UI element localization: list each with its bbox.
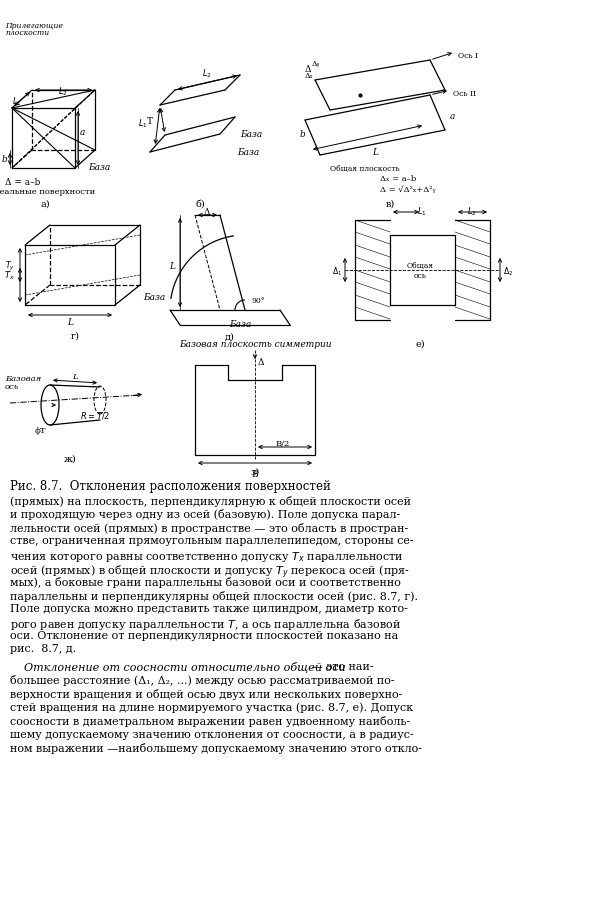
Text: большее расстояние (Δ₁, Δ₂, ...) между осью рассматриваемой по-: большее расстояние (Δ₁, Δ₂, ...) между о… bbox=[10, 675, 395, 686]
Text: $L_1$: $L_1$ bbox=[417, 205, 427, 217]
Text: Δ: Δ bbox=[305, 65, 312, 74]
Text: ном выражении —наибольшему допускаемому значению этого откло-: ном выражении —наибольшему допускаемому … bbox=[10, 743, 422, 754]
Text: Общая: Общая bbox=[407, 262, 434, 270]
Text: ось: ось bbox=[414, 272, 427, 280]
Text: B/2: B/2 bbox=[276, 440, 290, 448]
Text: База: База bbox=[240, 130, 262, 139]
Text: $Δ_1$: $Δ_1$ bbox=[332, 265, 342, 278]
Text: Общая плоскость: Общая плоскость bbox=[330, 165, 400, 173]
Text: b: b bbox=[1, 155, 7, 164]
Text: База: База bbox=[229, 320, 251, 329]
Text: параллельны и перпендикулярны общей плоскости осей (рис. 8.7, г).: параллельны и перпендикулярны общей плос… bbox=[10, 591, 418, 602]
Text: а): а) bbox=[40, 200, 50, 209]
Text: а: а bbox=[450, 112, 455, 121]
Text: Δ: Δ bbox=[204, 208, 210, 217]
Text: (прямых) на плоскость, перпендикулярную к общей плоскости осей: (прямых) на плоскость, перпендикулярную … bbox=[10, 496, 411, 507]
Text: База: База bbox=[237, 148, 259, 157]
Text: Поле допуска можно представить также цилиндром, диаметр кото-: Поле допуска можно представить также цил… bbox=[10, 604, 408, 614]
Text: Базовая плоскость симметрии: Базовая плоскость симметрии bbox=[179, 340, 331, 349]
Text: B: B bbox=[252, 470, 258, 479]
Text: $L_2$: $L_2$ bbox=[202, 67, 212, 80]
Text: $L_1$: $L_1$ bbox=[12, 95, 22, 107]
Text: Прилегающие: Прилегающие bbox=[5, 22, 63, 30]
Text: осей (прямых) в общей плоскости и допуску $T_y$ перекоса осей (пря-: осей (прямых) в общей плоскости и допуск… bbox=[10, 563, 410, 581]
Text: рого равен допуску параллельности $T$, а ось параллельна базовой: рого равен допуску параллельности $T$, а… bbox=[10, 617, 401, 633]
Text: в): в) bbox=[385, 200, 395, 209]
Text: ось: ось bbox=[5, 383, 19, 391]
Text: $T_x$: $T_x$ bbox=[4, 270, 15, 282]
Text: Δ = √Δ²ₓ+Δ²ᵧ: Δ = √Δ²ₓ+Δ²ᵧ bbox=[380, 186, 435, 194]
Text: Δ: Δ bbox=[258, 358, 264, 367]
Text: Рис. 8.7.  Отклонения расположения поверхностей: Рис. 8.7. Отклонения расположения поверх… bbox=[10, 480, 331, 493]
Text: L: L bbox=[169, 262, 175, 271]
Text: Ось I: Ось I bbox=[458, 52, 478, 60]
Text: Отклонение от соосности относительно общей оси: Отклонение от соосности относительно общ… bbox=[10, 662, 346, 673]
Text: Ось II: Ось II bbox=[453, 90, 476, 98]
Text: стей вращения на длине нормируемого участка (рис. 8.7, е). Допуск: стей вращения на длине нормируемого учас… bbox=[10, 703, 413, 713]
Text: Δ = а–b: Δ = а–b bbox=[5, 178, 40, 187]
Text: ж): ж) bbox=[64, 455, 76, 464]
Text: рис.  8.7, д.: рис. 8.7, д. bbox=[10, 645, 76, 655]
Text: Δₓ = а–b: Δₓ = а–b bbox=[380, 175, 417, 183]
Text: Реальные поверхности: Реальные поверхности bbox=[0, 188, 96, 196]
Text: $L_2$: $L_2$ bbox=[58, 85, 68, 97]
Text: шему допускаемому значению отклонения от соосности, а в радиус-: шему допускаемому значению отклонения от… bbox=[10, 729, 414, 739]
Text: соосности в диаметральном выражении равен удвоенному наиболь-: соосности в диаметральном выражении раве… bbox=[10, 716, 410, 727]
Text: стве, ограниченная прямоугольным параллелепипедом, стороны се-: стве, ограниченная прямоугольным паралле… bbox=[10, 537, 414, 547]
Text: База: База bbox=[143, 293, 165, 302]
Text: $T_y$: $T_y$ bbox=[5, 260, 15, 273]
Text: $Δ_2$: $Δ_2$ bbox=[503, 265, 513, 278]
Text: $R=T/2$: $R=T/2$ bbox=[80, 410, 110, 421]
Text: мых), а боковые грани параллельны базовой оси и соответственно: мых), а боковые грани параллельны базово… bbox=[10, 577, 401, 588]
Text: b: b bbox=[300, 130, 306, 139]
Text: а: а bbox=[80, 128, 86, 137]
Text: $L_1$: $L_1$ bbox=[138, 118, 148, 130]
Text: ϕT: ϕT bbox=[35, 427, 47, 435]
Text: лельности осей (прямых) в пространстве — это область в простран-: лельности осей (прямых) в пространстве —… bbox=[10, 523, 408, 534]
Text: L: L bbox=[67, 318, 73, 327]
Text: г): г) bbox=[70, 332, 80, 341]
Text: е): е) bbox=[415, 340, 425, 349]
Text: 90°: 90° bbox=[252, 297, 266, 305]
Text: и проходящую через одну из осей (базовую). Поле допуска парал-: и проходящую через одну из осей (базовую… bbox=[10, 509, 400, 520]
Text: $L_2$: $L_2$ bbox=[467, 205, 477, 217]
Text: б): б) bbox=[195, 200, 205, 209]
Text: Базовая: Базовая bbox=[5, 375, 41, 383]
Text: д): д) bbox=[225, 333, 235, 342]
Text: оси. Отклонение от перпендикулярности плоскостей показано на: оси. Отклонение от перпендикулярности пл… bbox=[10, 631, 398, 641]
Text: L: L bbox=[372, 148, 378, 157]
Text: T: T bbox=[147, 117, 153, 126]
Text: Δₓ: Δₓ bbox=[305, 72, 314, 80]
Text: плоскости: плоскости bbox=[5, 29, 49, 37]
Text: L: L bbox=[72, 373, 78, 381]
Text: База: База bbox=[88, 163, 110, 172]
Text: — это наи-: — это наи- bbox=[308, 662, 373, 672]
Text: з): з) bbox=[250, 468, 260, 477]
Text: Δᵧ: Δᵧ bbox=[312, 60, 320, 68]
Text: верхности вращения и общей осью двух или нескольких поверхно-: верхности вращения и общей осью двух или… bbox=[10, 689, 402, 700]
Text: чения которого равны соответственно допуску $T_x$ параллельности: чения которого равны соответственно допу… bbox=[10, 550, 404, 564]
